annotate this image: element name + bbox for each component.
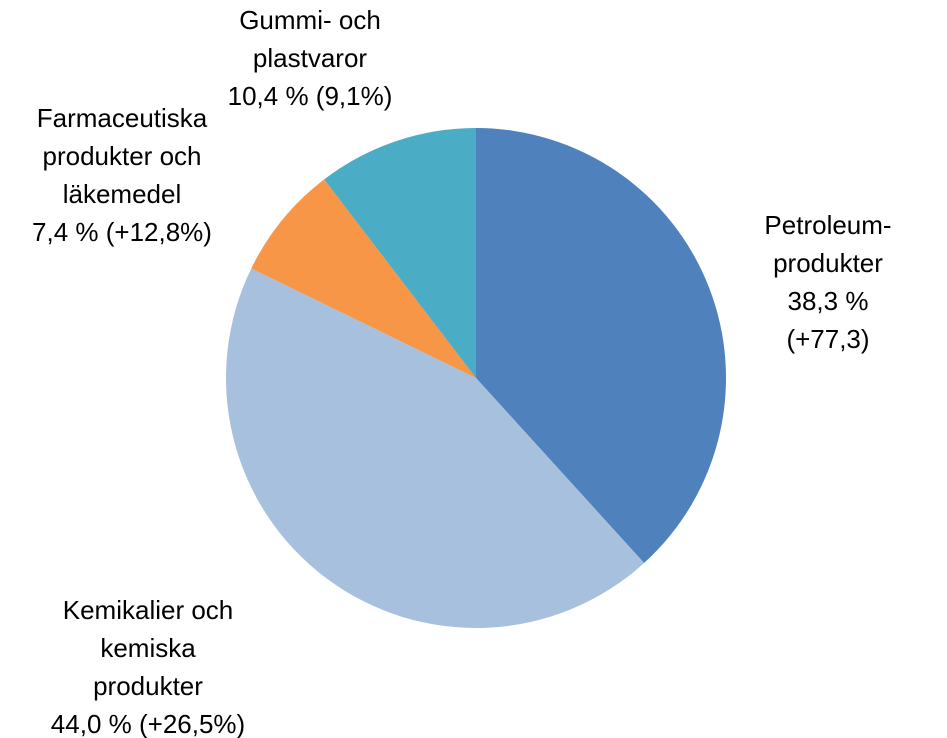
value-label: 44,0 % (+26,5%) [50, 709, 246, 738]
category-label: Gummi- och plastvaror [239, 5, 381, 73]
category-label: Farmaceutiska produkter och läkemedel [36, 103, 208, 209]
slice-label: Kemikalier och kemiska produkter 44,0 % (… [51, 591, 245, 738]
pie-slice [324, 127, 476, 378]
pie-slice [251, 179, 476, 378]
pie-slice [476, 128, 727, 564]
slice-label: Farmaceutiska produkter och läkemedel 7,4… [32, 99, 212, 251]
pie-slice [225, 268, 645, 629]
category-label: Petroleum- produkter [764, 210, 892, 278]
value-label: 38,3 % (+77,3) [786, 286, 870, 354]
category-label: Kemikalier och kemiska produkter [62, 595, 234, 701]
slice-label: Gummi- och plastvaror 10,4 % (9,1%) [228, 1, 393, 115]
slice-label: Petroleum- produkter 38,3 % (+77,3) [764, 206, 891, 358]
value-label: 10,4 % (9,1%) [227, 81, 393, 111]
value-label: 7,4 % (+12,8%) [32, 217, 212, 247]
